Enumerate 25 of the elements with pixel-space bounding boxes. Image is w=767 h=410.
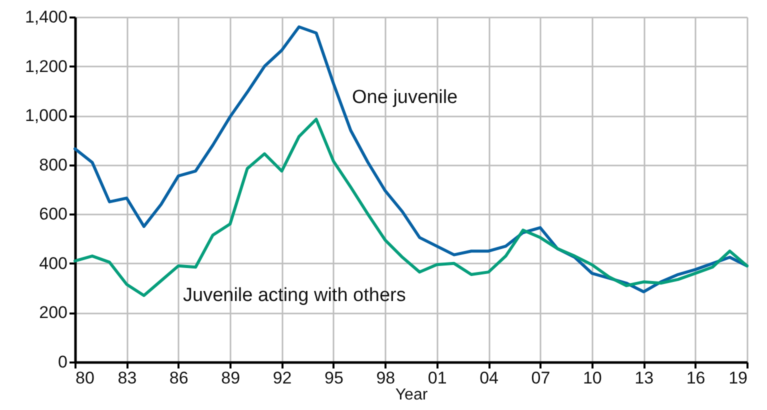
x-tick-label: 86 (169, 368, 188, 388)
y-tick-label: 1,400 (24, 8, 68, 26)
x-tick-label: 80 (76, 368, 94, 388)
x-tick-label: 92 (272, 368, 292, 388)
y-tick-label: 1,200 (24, 56, 68, 76)
y-tick-label: 1,000 (24, 106, 68, 126)
x-tick-label: 10 (582, 368, 602, 388)
series-label: Juvenile acting with others (183, 285, 406, 306)
y-tick-label: 800 (39, 155, 68, 174)
x-tick-label: 16 (686, 368, 706, 388)
y-tick-label: 400 (39, 254, 68, 273)
x-tick-label: 89 (221, 368, 240, 388)
x-tick-label: 01 (428, 368, 447, 388)
x-tick-label: 83 (118, 368, 137, 388)
y-tick-label: 200 (39, 303, 68, 322)
x-tick-label: 07 (531, 368, 550, 388)
y-tick-label: 600 (39, 204, 68, 224)
x-tick-label: 19 (728, 368, 748, 388)
x-tick-label: 95 (324, 368, 344, 388)
x-tick-label: 98 (376, 368, 396, 388)
y-tick-label: 0 (58, 352, 68, 372)
x-tick-label: 13 (634, 368, 654, 388)
x-tick-label: 04 (480, 368, 498, 388)
series-label: One juvenile (352, 87, 458, 108)
x-axis-title: Year (395, 386, 428, 404)
